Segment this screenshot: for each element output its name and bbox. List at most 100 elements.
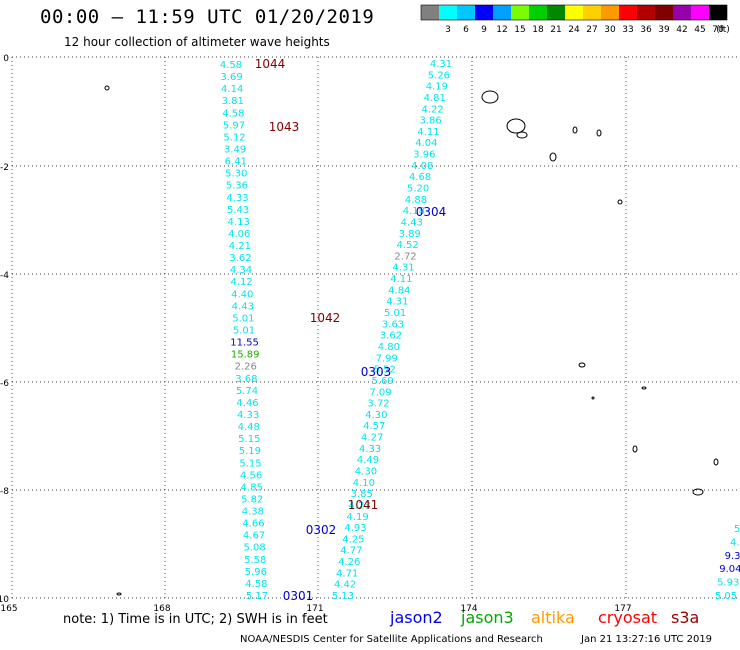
descending-pass-swh-label: 4.58 — [245, 579, 267, 590]
colorbar-tick-label: 42 — [676, 25, 687, 35]
descending-pass-swh-label: 4.46 — [236, 398, 258, 409]
descending-pass-swh-label: 5.74 — [236, 386, 258, 397]
edge-pass-swh-label: 5.05 — [715, 591, 737, 602]
mission-altika: altika — [531, 608, 575, 627]
descending-pass-swh-label: 4.13 — [228, 217, 250, 228]
descending-pass-swh-label: 5.15 — [238, 434, 260, 445]
lat-tick-label: -2 — [0, 163, 9, 173]
ascending-pass-swh-label: 4.49 — [357, 455, 379, 466]
colorbar-bin — [511, 5, 529, 20]
lat-tick-label: -10 — [0, 595, 9, 605]
colorbar-tick-label: 45 — [694, 25, 705, 35]
ascending-pass-swh-label: 4.31 — [386, 297, 408, 308]
edge-pass-swh-label: 9.04 — [719, 564, 740, 575]
island-outline — [104, 85, 110, 91]
ascending-pass-swh-label: 5.01 — [384, 308, 406, 319]
colorbar-tick-label: 36 — [640, 25, 652, 35]
island-outline — [632, 445, 638, 453]
colorbar-bin — [709, 5, 727, 20]
descending-pass-swh-label: 4.43 — [232, 301, 254, 312]
descending-pass-swh-label: 5.12 — [223, 132, 245, 143]
ascending-pass-swh-label: 4.68 — [409, 172, 431, 183]
ascending-pass-swh-label: 4.57 — [363, 421, 385, 432]
colorbar-bin — [601, 5, 619, 20]
descending-pass-swh-label: 4.34 — [230, 265, 252, 276]
ascending-pass-swh-label: 4.80 — [378, 342, 400, 353]
mission-cryosat: cryosat — [598, 608, 658, 627]
generated-timestamp: Jan 21 13:27:16 UTC 2019 — [581, 634, 713, 645]
credit-line: NOAA/NESDIS Center for Satellite Applica… — [240, 634, 543, 645]
island-outline — [549, 152, 557, 162]
ascending-pass-swh-label: 4.25 — [342, 534, 364, 545]
ascending-pass-swh-label: 4.71 — [336, 568, 358, 579]
ascending-pass-swh-label: 4.42 — [334, 580, 356, 591]
ascending-pass-swh-label: 3.63 — [382, 319, 404, 330]
colorbar-bin — [457, 5, 475, 20]
lon-tick-label: 165 — [0, 604, 17, 614]
descending-pass-swh-label: 4.56 — [240, 470, 262, 481]
island-outline — [116, 592, 122, 596]
descending-pass-swh-label: 4.33 — [226, 193, 248, 204]
ascending-pass-swh-label: 4.88 — [405, 195, 427, 206]
lon-tick-label: 168 — [153, 604, 170, 614]
ascending-pass-swh-label: 4.22 — [422, 104, 444, 115]
ascending-pass-swh-label: 4.04 — [415, 138, 437, 149]
ascending-pass-swh-label: 4.33 — [359, 444, 381, 455]
descending-pass-swh-label: 5.97 — [223, 120, 245, 131]
lon-tick-label: 177 — [614, 604, 631, 614]
colorbar-tick-label: 18 — [532, 25, 544, 35]
ascending-pass-swh-label: 4.31 — [430, 59, 452, 70]
ascending-pass-swh-label: 4.19 — [426, 82, 448, 93]
descending-pass-swh-label: 4.58 — [220, 60, 242, 71]
colorbar-bin — [439, 5, 457, 20]
pass-time-label: 1043 — [269, 120, 300, 134]
descending-pass-swh-label: 11.55 — [230, 338, 259, 349]
lat-tick-label: -8 — [0, 487, 9, 497]
descending-pass-swh-label: 4.06 — [228, 229, 250, 240]
descending-pass-swh-label: 4.85 — [241, 482, 263, 493]
ascending-pass-swh-label: 4.18 — [403, 206, 425, 217]
descending-pass-swh-label: 5.82 — [241, 494, 263, 505]
descending-pass-swh-label: 3.81 — [222, 96, 244, 107]
colorbar-bin — [673, 5, 691, 20]
colorbar-tick-label: 3 — [445, 25, 451, 35]
colorbar-bin — [619, 5, 637, 20]
colorbar-tick-label: 15 — [514, 25, 525, 35]
island-outline — [617, 199, 623, 205]
ascending-pass-swh-label: 4.52 — [397, 240, 419, 251]
descending-pass-swh-label: 2.26 — [235, 362, 257, 373]
pass-time-label: 0302 — [306, 523, 337, 537]
descending-pass-swh-label: 3.62 — [229, 253, 251, 264]
descending-pass-swh-label: 3.49 — [224, 144, 246, 155]
descending-pass-swh-label: 4.48 — [238, 422, 260, 433]
colorbar-tick-label: 70 — [712, 25, 724, 35]
colorbar-bin — [529, 5, 547, 20]
colorbar-bin — [475, 5, 493, 20]
pass-time-label: 0301 — [283, 589, 314, 603]
descending-pass-swh-label: 5.08 — [244, 543, 266, 554]
mission-s3a: s3a — [671, 608, 700, 627]
edge-pass-swh-label: 4. — [730, 537, 740, 548]
colorbar-bin — [421, 5, 439, 20]
colorbar-tick-label: 24 — [568, 25, 580, 35]
descending-pass-swh-label: 5.15 — [239, 458, 261, 469]
lon-tick-label: 174 — [460, 604, 477, 614]
mission-jason3: jason3 — [461, 608, 514, 627]
descending-pass-swh-label: 6.41 — [225, 157, 247, 168]
colorbar-frame — [420, 4, 728, 21]
island-outline — [641, 386, 647, 390]
colorbar-tick-label: 21 — [550, 25, 561, 35]
ascending-pass-swh-label: 4.43 — [401, 217, 423, 228]
colorbar-bin — [691, 5, 709, 20]
descending-pass-swh-label: 4.33 — [237, 410, 259, 421]
colorbar-tick-label: 27 — [586, 25, 597, 35]
descending-pass-swh-label: 5.01 — [232, 313, 254, 324]
descending-pass-swh-label: 4.38 — [242, 507, 264, 518]
island-outline — [572, 126, 578, 134]
ascending-pass-swh-label: 5.13 — [332, 591, 354, 602]
island-outline — [713, 458, 719, 466]
ascending-pass-swh-label: 4.30 — [355, 466, 377, 477]
colorbar-bin — [637, 5, 655, 20]
colorbar-bin — [655, 5, 673, 20]
